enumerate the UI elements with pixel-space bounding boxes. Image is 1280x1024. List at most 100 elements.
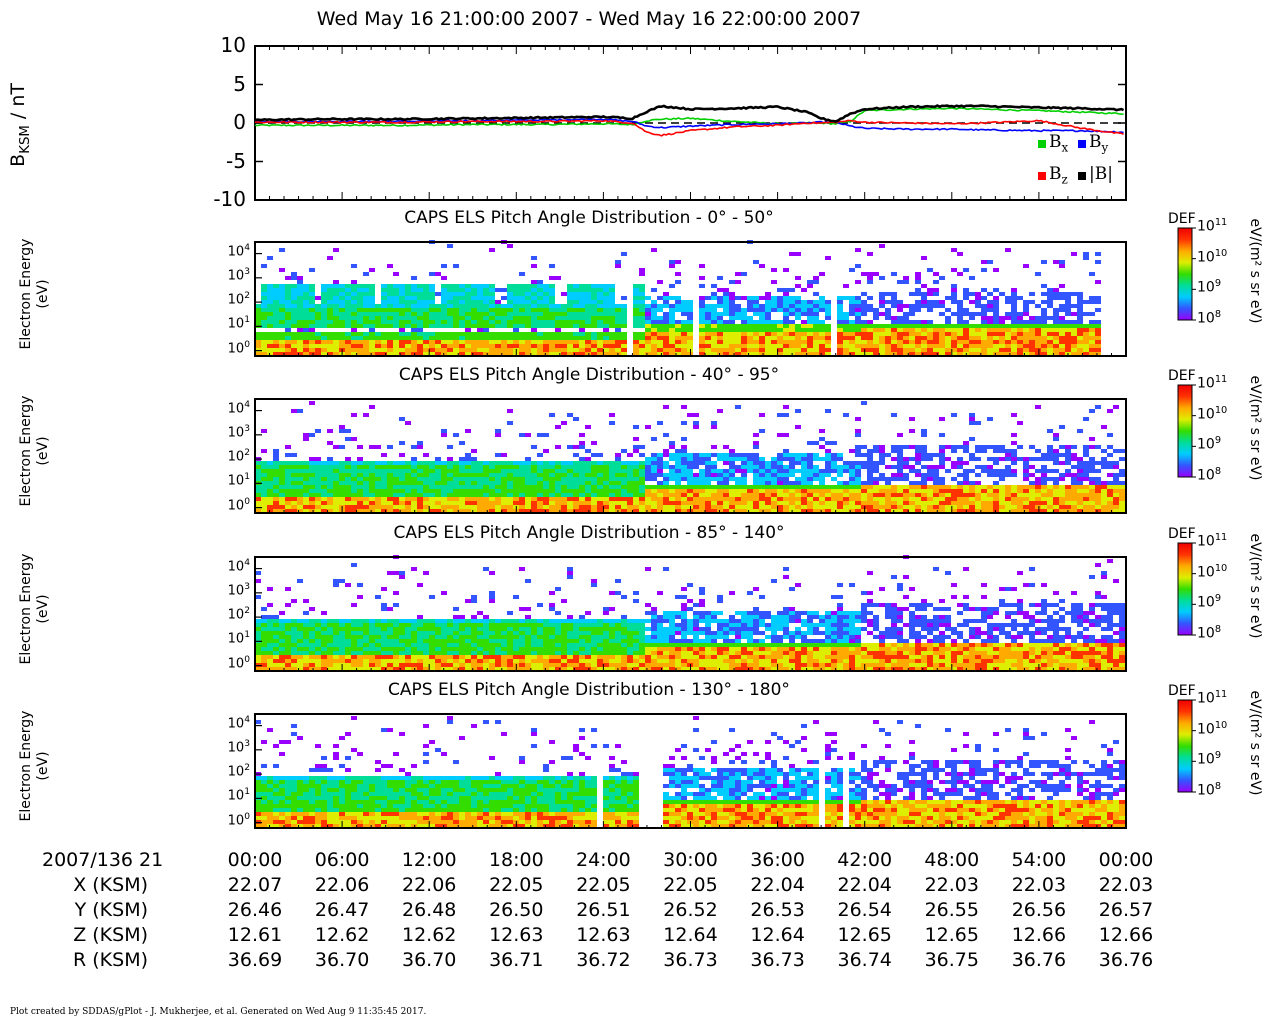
spectrogram-cell	[429, 481, 435, 485]
spectrogram-cell	[1011, 316, 1017, 320]
spectrogram-cell	[933, 473, 939, 477]
spectrogram-cell	[315, 493, 321, 497]
spectrogram-cell	[291, 473, 297, 477]
spectrogram-cell	[567, 300, 573, 304]
spectrogram-cell	[783, 493, 789, 497]
spectrogram-cell	[651, 509, 657, 513]
spectrogram-cell	[1047, 340, 1053, 344]
spectrogram-cell	[309, 651, 315, 655]
spectrogram-cell	[261, 449, 267, 453]
spectrogram-cell	[957, 445, 963, 449]
spectrogram-cell	[1017, 457, 1023, 461]
spectrogram-cell	[369, 320, 375, 324]
spectrogram-cell	[297, 344, 303, 348]
spectrogram-cell	[465, 308, 471, 312]
spectrogram-cell	[597, 308, 603, 312]
spectrogram-cell	[399, 631, 405, 635]
spectrogram-cell	[1083, 324, 1089, 328]
spectrogram-cell	[897, 340, 903, 344]
spectrogram-cell	[555, 469, 561, 473]
spectrogram-cell	[993, 288, 999, 292]
spectrogram-cell	[435, 465, 441, 469]
spectrogram-cell	[675, 324, 681, 328]
spectrogram-cell	[537, 284, 543, 288]
spectrogram-cell	[381, 663, 387, 667]
spectrogram-cell	[345, 635, 351, 639]
spectrogram-cell	[261, 489, 267, 493]
spectrogram-cell	[339, 497, 345, 501]
spectrogram-cell	[645, 296, 651, 300]
spectrogram-cell	[717, 501, 723, 505]
spectrogram-cell	[1065, 449, 1071, 453]
spectrogram-cell	[909, 429, 915, 433]
spectrogram-cell	[1083, 449, 1089, 453]
spectrogram-cell	[645, 425, 651, 429]
spectrogram-cell	[945, 445, 951, 449]
spectrogram-cell	[519, 336, 525, 340]
spectrogram-cell	[957, 308, 963, 312]
spectrogram-cell	[729, 497, 735, 501]
spectrogram-cell	[621, 296, 627, 300]
spectrogram-cell	[873, 493, 879, 497]
spectrogram-cell	[423, 344, 429, 348]
spectrogram-cell	[801, 320, 807, 324]
spectrogram-cell	[423, 465, 429, 469]
spectrogram-cell	[915, 332, 921, 336]
spectrogram-cell	[543, 344, 549, 348]
spectrogram-cell	[561, 421, 567, 425]
spectrogram-cell	[297, 461, 303, 465]
spectrogram-cell	[357, 493, 363, 497]
spectrogram-cell	[939, 505, 945, 509]
spectrogram-cell	[873, 449, 879, 453]
spectrogram-cell	[489, 509, 495, 513]
spectrogram-cell	[489, 501, 495, 505]
spectrogram-cell	[1101, 493, 1107, 497]
spectrogram-cell	[1023, 328, 1029, 332]
spectrogram-cell	[1113, 465, 1119, 469]
spectrogram-cell	[555, 344, 561, 348]
spectrogram-cell	[459, 300, 465, 304]
spectrogram-cell	[471, 489, 477, 493]
spectrogram-cell	[681, 445, 687, 449]
spectrogram-cell	[945, 348, 951, 352]
spectrogram-cell	[315, 352, 321, 356]
spectrogram-cell	[525, 284, 531, 288]
spectrogram-cell	[267, 493, 273, 497]
spectrogram-cell	[459, 308, 465, 312]
spectrogram-cell	[579, 461, 585, 465]
spectrogram-cell	[375, 635, 381, 639]
spectrogram-cell	[489, 497, 495, 501]
spectrogram-cell	[453, 465, 459, 469]
spectrogram-cell	[933, 332, 939, 336]
spectrogram-cell	[441, 477, 447, 481]
spectrogram-cell	[603, 292, 609, 296]
spectrogram-cell	[777, 320, 783, 324]
spectrogram-cell	[1059, 336, 1065, 340]
spectrogram-cell	[561, 485, 567, 489]
spectrogram-cell	[819, 348, 825, 352]
spectrogram-cell	[753, 308, 759, 312]
spectrogram-cell	[351, 324, 357, 328]
spectrogram-cell	[783, 268, 789, 272]
spectrogram-cell	[489, 489, 495, 493]
spectrogram-cell	[843, 348, 849, 352]
spectrogram-cell	[921, 465, 927, 469]
spectrogram-cell	[369, 304, 375, 308]
spectrogram-cell	[453, 296, 459, 300]
spectrogram-cell	[633, 485, 639, 489]
spectrogram-cell	[435, 340, 441, 344]
spectrogram-cell	[315, 481, 321, 485]
spectrogram-cell	[315, 639, 321, 643]
spectrogram-cell	[423, 296, 429, 300]
spectrogram-cell	[1089, 437, 1095, 441]
spectrogram-cell	[267, 256, 273, 260]
spectrogram-cell	[897, 461, 903, 465]
spectrogram-cell	[381, 344, 387, 348]
spectrogram-cell	[867, 332, 873, 336]
spectrogram-cell	[597, 477, 603, 481]
spectrogram-cell	[705, 505, 711, 509]
spectrogram-cell	[357, 631, 363, 635]
spectrogram-cell	[1017, 296, 1023, 300]
spectrogram-cell	[417, 481, 423, 485]
spectrogram-cell	[1071, 344, 1077, 348]
